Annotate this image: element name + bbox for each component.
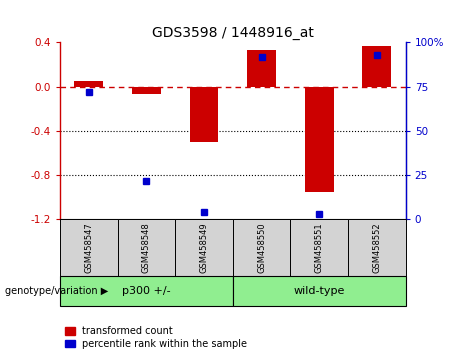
Text: GSM458551: GSM458551 — [315, 222, 324, 273]
Text: genotype/variation ▶: genotype/variation ▶ — [5, 286, 108, 296]
Text: GSM458548: GSM458548 — [142, 222, 151, 273]
Text: wild-type: wild-type — [294, 286, 345, 296]
Bar — [118, 219, 175, 276]
Bar — [175, 219, 233, 276]
Bar — [348, 219, 406, 276]
Bar — [362, 46, 391, 87]
Bar — [189, 87, 219, 142]
Bar — [60, 276, 233, 306]
Bar — [290, 219, 348, 276]
Text: p300 +/-: p300 +/- — [122, 286, 171, 296]
Bar — [132, 87, 161, 95]
Text: GSM458550: GSM458550 — [257, 222, 266, 273]
Bar — [305, 87, 334, 192]
Text: GSM458547: GSM458547 — [84, 222, 93, 273]
Bar — [60, 219, 118, 276]
Text: GSM458549: GSM458549 — [200, 222, 208, 273]
Text: GSM458552: GSM458552 — [372, 222, 381, 273]
Bar — [74, 81, 103, 87]
Legend: transformed count, percentile rank within the sample: transformed count, percentile rank withi… — [65, 326, 247, 349]
Title: GDS3598 / 1448916_at: GDS3598 / 1448916_at — [152, 26, 314, 40]
Bar — [247, 50, 276, 87]
Bar — [233, 219, 290, 276]
Bar — [233, 276, 406, 306]
